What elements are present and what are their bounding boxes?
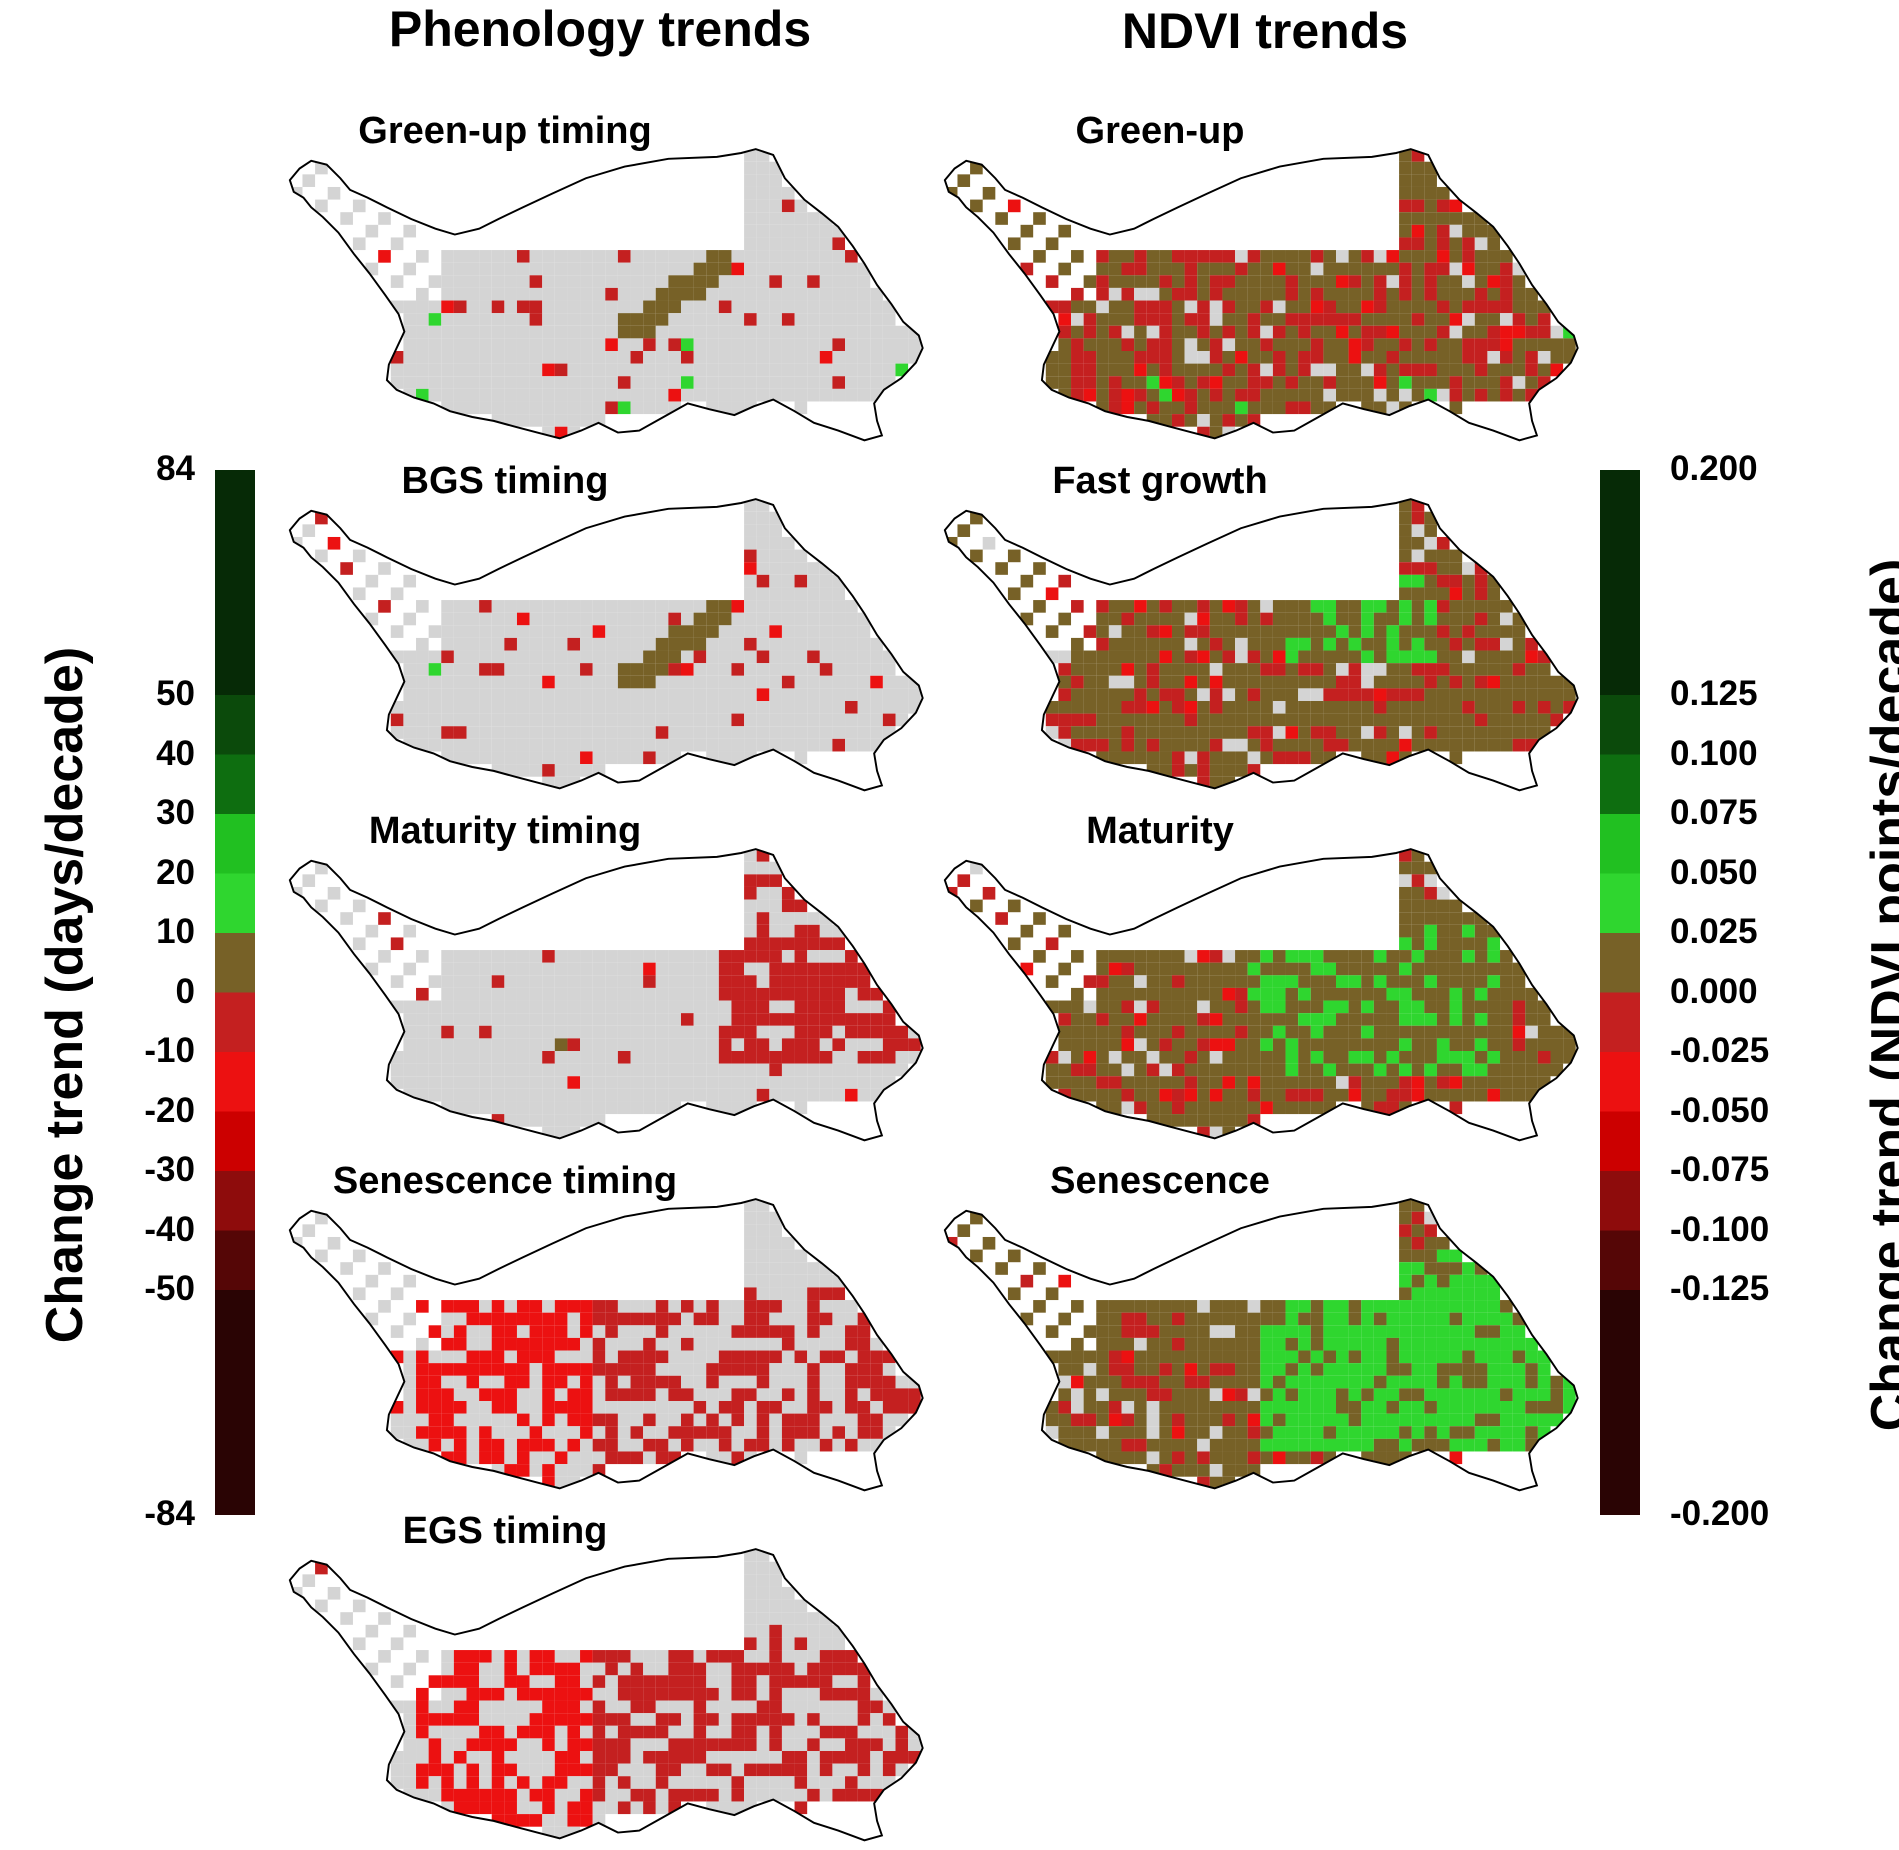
plateau-map (930, 120, 1610, 450)
colorbar-bin (1600, 1290, 1640, 1515)
colorbar-bin (215, 755, 255, 815)
colorbar-tick-label: 40 (156, 734, 195, 774)
map-panel-title: Fast growth (820, 460, 1500, 503)
plateau-map (275, 470, 955, 800)
colorbar-tick-label: -50 (144, 1269, 195, 1309)
plateau-map (930, 470, 1610, 800)
map-panel: Maturity (930, 820, 1610, 1150)
map-panel-title: Senescence timing (165, 1160, 845, 1203)
colorbar-tick-label: -20 (144, 1091, 195, 1131)
colorbar-bin (215, 695, 255, 755)
phenology-column-title: Phenology trends (355, 0, 845, 58)
colorbar-tick-label: 50 (156, 674, 195, 714)
map-panel: Green-up (930, 120, 1610, 450)
map-panel-title: Green-up (820, 110, 1500, 153)
map-panel-title: Senescence (820, 1160, 1500, 1203)
colorbar-bin (215, 470, 255, 695)
colorbar-tick-label: -40 (144, 1210, 195, 1250)
colorbar-bin (215, 933, 255, 993)
plateau-map (275, 1520, 955, 1850)
colorbar-bin (215, 1052, 255, 1112)
right-colorbar-label: Change trend (NDVI points/decade) (1860, 545, 1899, 1445)
colorbar-bin (215, 814, 255, 874)
map-panel-title: EGS timing (165, 1510, 845, 1553)
colorbar-bin (215, 993, 255, 1053)
colorbar-bin (215, 1231, 255, 1291)
map-panel-title: Maturity timing (165, 810, 845, 853)
map-panel-title: Green-up timing (165, 110, 845, 153)
colorbar-tick-label: 0.125 (1670, 674, 1758, 714)
colorbar-tick-label: -84 (144, 1494, 195, 1534)
map-panel: EGS timing (275, 1520, 955, 1850)
colorbar-tick-label: -10 (144, 1031, 195, 1071)
colorbar-bin (1600, 470, 1640, 695)
plateau-map (275, 1170, 955, 1500)
colorbar-tick-label: -0.075 (1670, 1150, 1769, 1190)
colorbar-bin (1600, 1171, 1640, 1231)
colorbar-tick-label: 10 (156, 912, 195, 952)
colorbar-tick-label: -0.100 (1670, 1210, 1769, 1250)
colorbar-tick-label: -0.125 (1670, 1269, 1769, 1309)
plateau-map (930, 820, 1610, 1150)
right-colorbar (1600, 470, 1640, 1515)
plateau-map (275, 120, 955, 450)
map-panel-title: BGS timing (165, 460, 845, 503)
colorbar-tick-label: -0.050 (1670, 1091, 1769, 1131)
colorbar-tick-label: 0.025 (1670, 912, 1758, 952)
map-panel: BGS timing (275, 470, 955, 800)
colorbar-tick-label: 0.200 (1670, 449, 1758, 489)
map-panel: Green-up timing (275, 120, 955, 450)
map-panel: Senescence timing (275, 1170, 955, 1500)
colorbar-tick-label: 0.075 (1670, 793, 1758, 833)
colorbar-bin (1600, 755, 1640, 815)
map-panel: Fast growth (930, 470, 1610, 800)
colorbar-tick-label: -0.200 (1670, 1494, 1769, 1534)
colorbar-bin (1600, 814, 1640, 874)
ndvi-column-title: NDVI trends (1085, 2, 1445, 60)
colorbar-tick-label: -30 (144, 1150, 195, 1190)
colorbar-bin (1600, 993, 1640, 1053)
colorbar-tick-label: 0.100 (1670, 734, 1758, 774)
left-colorbar (215, 470, 255, 1515)
colorbar-bin (1600, 874, 1640, 934)
map-panel: Senescence (930, 1170, 1610, 1500)
colorbar-bin (1600, 695, 1640, 755)
left-colorbar-label: Change trend (days/decade) (35, 645, 95, 1345)
plateau-map (275, 820, 955, 1150)
colorbar-bin (1600, 1231, 1640, 1291)
colorbar-bin (1600, 1052, 1640, 1112)
colorbar-tick-label: 20 (156, 853, 195, 893)
colorbar-tick-label: 0.050 (1670, 853, 1758, 893)
colorbar-bin (1600, 933, 1640, 993)
plateau-map (930, 1170, 1610, 1500)
colorbar-bin (215, 1171, 255, 1231)
map-panel: Maturity timing (275, 820, 955, 1150)
colorbar-bin (215, 1290, 255, 1515)
map-panel-title: Maturity (820, 810, 1500, 853)
colorbar-tick-label: 30 (156, 793, 195, 833)
colorbar-tick-label: 84 (156, 449, 195, 489)
colorbar-bin (215, 874, 255, 934)
colorbar-bin (1600, 1112, 1640, 1172)
colorbar-tick-label: 0.000 (1670, 972, 1758, 1012)
colorbar-tick-label: -0.025 (1670, 1031, 1769, 1071)
colorbar-tick-label: 0 (176, 972, 195, 1012)
colorbar-bin (215, 1112, 255, 1172)
